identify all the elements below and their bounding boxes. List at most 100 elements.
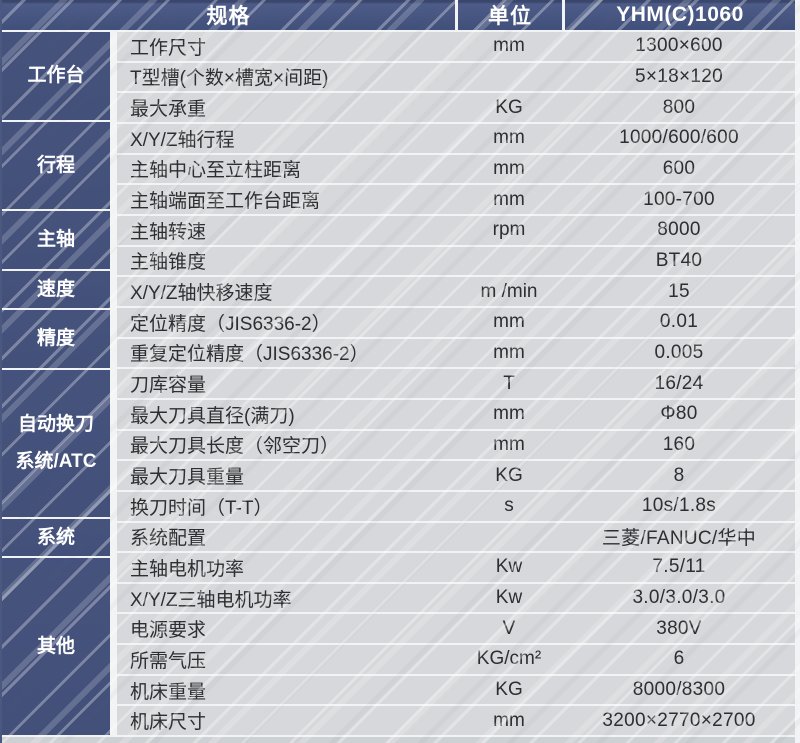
- table-body: 工作台 行程 主轴 速度 精度 自动换刀系统/ATC 系统 其他 工作尺寸 mm 1300×6…: [2, 32, 795, 736]
- spec-row: X/Y/Z轴行程 mm 1000/600/600: [117, 123, 795, 153]
- spec-value: 5×18×120: [635, 65, 723, 87]
- spec-name: 最大刀具直径(满刀): [130, 405, 295, 427]
- category-cell: 其他: [2, 557, 110, 735]
- bottom-strip: [2, 737, 795, 743]
- spec-unit: mm: [493, 403, 525, 425]
- spec-row: 工作尺寸 mm 1300×600: [117, 32, 795, 61]
- spec-unit: KG: [495, 679, 523, 701]
- spec-row: 主轴转速 rpm 8000: [117, 215, 795, 245]
- spec-value: 8000/8300: [632, 679, 726, 701]
- spec-value: 160: [662, 433, 696, 455]
- spec-name: 所需气压: [130, 650, 207, 672]
- category-cell: 行程: [2, 121, 110, 210]
- spec-name: 主轴中心至立柱距离: [130, 160, 302, 182]
- spec-unit: mm: [493, 341, 525, 363]
- spec-name: 主轴锥度: [130, 252, 207, 274]
- category-cell: 主轴: [2, 211, 110, 269]
- spec-value: 0.01: [659, 311, 699, 333]
- spec-unit: mm: [493, 311, 525, 333]
- spec-name: X/Y/Z三轴电机功率: [130, 589, 292, 611]
- spec-value: 380V: [656, 617, 702, 639]
- header-spec-label: 规格: [2, 0, 455, 30]
- spec-row: 机床尺寸 mm 3200×2770×2700: [117, 706, 795, 736]
- spec-value: Φ80: [660, 403, 698, 425]
- spec-name: T型槽(个数×槽宽×间距): [130, 68, 329, 90]
- spec-name: X/Y/Z轴行程: [130, 129, 235, 151]
- spec-row: 系统配置 三菱/FANUC/华中: [117, 522, 795, 552]
- spec-row: 机床重量 KG 8000/8300: [117, 675, 795, 705]
- spec-name: 刀库容量: [130, 375, 207, 397]
- category-cell: 精度: [2, 309, 110, 368]
- spec-value: 8000: [657, 219, 701, 241]
- spec-value: 3.0/3.0/3.0: [632, 587, 726, 609]
- spec-value: 15: [668, 280, 690, 302]
- spec-row: 最大刀具长度（邻空刀） mm 160: [117, 430, 795, 460]
- spec-name: 主轴电机功率: [130, 558, 245, 580]
- spec-unit: Kw: [495, 587, 523, 609]
- spec-name: 机床尺寸: [130, 712, 207, 734]
- spec-value: 1300×600: [635, 35, 723, 57]
- category-cell: 自动换刀系统/ATC: [2, 369, 110, 517]
- spec-name: 重复定位精度（JIS6336-2）: [130, 344, 369, 366]
- spec-value: 3200×2770×2700: [602, 709, 756, 731]
- spec-unit: KG: [495, 464, 523, 486]
- spec-name: 工作尺寸: [130, 37, 207, 59]
- spec-value: 7.5/11: [652, 556, 706, 578]
- spec-value: 6: [673, 648, 685, 670]
- spec-unit: mm: [493, 709, 525, 731]
- spec-name: 系统配置: [130, 528, 207, 550]
- header-unit-label: 单位: [458, 0, 562, 30]
- spec-value: 10s/1.8s: [641, 495, 717, 517]
- spec-value: 三菱/FANUC/华中: [601, 528, 757, 550]
- spec-row: 主轴锥度 BT40: [117, 246, 795, 276]
- spec-name: 换刀时间（T-T）: [130, 497, 273, 519]
- spec-value: 600: [662, 157, 696, 179]
- category-cell: 系统: [2, 518, 110, 556]
- spec-row: 定位精度（JIS6336-2） mm 0.01: [117, 307, 795, 337]
- spec-unit: V: [502, 617, 516, 639]
- spec-unit: s: [504, 495, 514, 517]
- category-column: 工作台 行程 主轴 速度 精度 自动换刀系统/ATC 系统 其他: [2, 32, 110, 735]
- spec-unit: mm: [493, 433, 525, 455]
- spec-row: 所需气压 KG/cm² 6: [117, 645, 795, 674]
- spec-name: 最大刀具重量: [130, 467, 245, 489]
- spec-value: BT40: [655, 249, 703, 271]
- spec-value: 100-700: [643, 188, 715, 210]
- spec-unit: m /min: [480, 280, 538, 302]
- spec-name: 定位精度（JIS6336-2）: [130, 313, 331, 335]
- spec-unit: KG: [495, 96, 523, 118]
- spec-row: 换刀时间（T-T） s 10s/1.8s: [117, 491, 795, 521]
- table-header: 规格 单位 YHM(C)1060: [2, 0, 795, 30]
- spec-row: 最大刀具直径(满刀) mm Φ80: [117, 399, 795, 429]
- spec-unit: mm: [493, 157, 525, 179]
- spec-value: 1000/600/600: [619, 127, 739, 149]
- spec-value: 0.005: [654, 341, 704, 363]
- spec-value: 16/24: [654, 372, 704, 394]
- spec-name: 主轴转速: [130, 221, 207, 243]
- spec-row: 最大刀具重量 KG 8: [117, 461, 795, 490]
- spec-value: 800: [662, 96, 696, 118]
- spec-unit: KG/cm²: [476, 648, 542, 670]
- spec-name: 主轴端面至工作台距离: [130, 191, 321, 213]
- spec-name: 机床重量: [130, 681, 207, 703]
- spec-value: 8: [673, 464, 685, 486]
- spec-unit: mm: [493, 188, 525, 210]
- category-cell: 速度: [2, 270, 110, 308]
- header-model-label: YHM(C)1060: [565, 0, 795, 30]
- spec-name: 最大承重: [130, 99, 207, 121]
- spec-row: 电源要求 V 380V: [117, 614, 795, 644]
- spec-unit: mm: [493, 35, 525, 57]
- spec-row: T型槽(个数×槽宽×间距) 5×18×120: [117, 62, 795, 92]
- spec-row: 刀库容量 T 16/24: [117, 369, 795, 398]
- spec-row: X/Y/Z三轴电机功率 Kw 3.0/3.0/3.0: [117, 583, 795, 613]
- spec-unit: Kw: [495, 556, 523, 578]
- category-cell: 工作台: [2, 32, 110, 120]
- spec-row: 重复定位精度（JIS6336-2） mm 0.005: [117, 338, 795, 368]
- spec-rows: 工作尺寸 mm 1300×600 T型槽(个数×槽宽×间距) 5×18×120 …: [117, 32, 795, 736]
- spec-row: X/Y/Z轴快移速度 m /min 15: [117, 277, 795, 306]
- spec-row: 主轴电机功率 Kw 7.5/11: [117, 553, 795, 582]
- spec-unit: T: [503, 372, 515, 394]
- spec-name: X/Y/Z轴快移速度: [130, 283, 273, 305]
